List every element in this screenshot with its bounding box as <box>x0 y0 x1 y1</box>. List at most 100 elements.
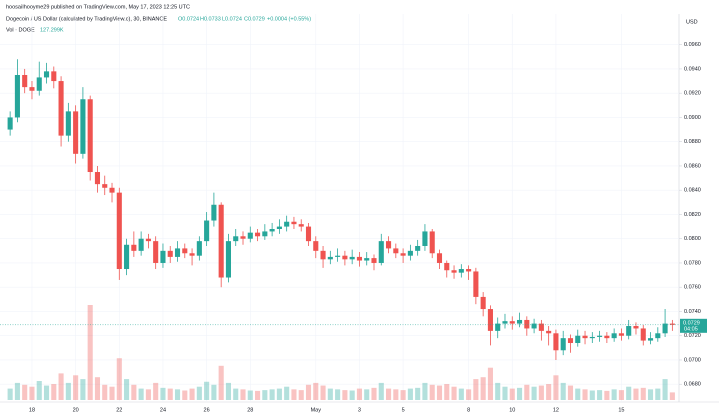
candle-body <box>313 241 319 251</box>
candle-body <box>218 204 224 278</box>
volume-bar <box>225 382 232 400</box>
candle-body <box>80 99 86 154</box>
volume-bar <box>371 387 377 400</box>
x-tick-label: 12 <box>553 407 559 413</box>
y-tick-label: 0.0840 <box>684 188 701 194</box>
candle-body <box>349 256 355 260</box>
volume-layer <box>7 305 675 400</box>
candle-body <box>582 335 588 339</box>
y-tick-label: 0.0700 <box>684 357 701 363</box>
candle-body <box>640 328 646 341</box>
candle-body <box>124 244 130 270</box>
candle-body <box>262 231 268 237</box>
y-axis-unit: USD <box>686 19 698 25</box>
volume-bar <box>575 388 581 400</box>
x-tick-label: 15 <box>618 407 624 413</box>
candle-body <box>51 71 57 82</box>
volume-bar <box>262 390 268 400</box>
volume-bar <box>109 386 115 400</box>
x-tick-label: 24 <box>160 407 166 413</box>
candle-body <box>204 220 210 242</box>
x-tick-label: 10 <box>509 407 515 413</box>
volume-bar <box>51 384 57 400</box>
volume-bar <box>320 385 326 400</box>
volume-bar <box>582 389 588 400</box>
volume-bar <box>458 388 464 400</box>
candle-body <box>255 232 261 237</box>
candle-body <box>487 309 493 331</box>
volume-bar <box>218 365 224 400</box>
candle-body <box>291 221 297 225</box>
candle-body <box>102 184 108 188</box>
candle-body <box>167 250 173 257</box>
candle-body <box>655 333 661 339</box>
candle-body <box>444 262 450 271</box>
volume-bar <box>124 379 130 400</box>
candle-body <box>393 248 399 254</box>
candle-body <box>429 231 435 254</box>
x-tick-label: 18 <box>29 407 35 413</box>
candle-body <box>502 321 508 324</box>
volume-value: 127.299K <box>40 27 64 33</box>
y-tick-label: 0.0860 <box>684 163 701 169</box>
volume-bar <box>80 379 86 400</box>
candle-body <box>371 258 377 263</box>
volume-bar <box>604 390 610 400</box>
volume-bar <box>73 375 79 400</box>
volume-bar <box>349 390 355 400</box>
volume-bar <box>473 379 479 400</box>
y-tick-label: 0.0820 <box>684 212 701 218</box>
candle-body <box>531 323 537 329</box>
volume-bar <box>240 389 246 400</box>
candle-body <box>669 323 675 325</box>
candle-body <box>597 335 603 337</box>
candle-body <box>116 192 122 270</box>
candle-body <box>22 74 28 88</box>
volume-bar <box>43 385 50 400</box>
volume-bar <box>415 387 421 400</box>
y-tick-label: 0.0720 <box>684 333 701 339</box>
volume-bar <box>611 389 617 400</box>
volume-bar <box>400 390 406 400</box>
candle-body <box>458 269 464 273</box>
candle-body <box>604 335 610 339</box>
candle-body <box>145 238 151 242</box>
volume-bar <box>233 388 239 400</box>
candle-body <box>633 326 639 329</box>
volume-bar <box>94 377 101 400</box>
candle-body <box>182 248 188 254</box>
candle-body <box>364 258 370 261</box>
volume-bar <box>138 388 144 400</box>
candle-layer <box>7 59 675 360</box>
candle-body <box>29 87 35 91</box>
volume-bar <box>131 384 137 400</box>
y-tick-label: 0.0760 <box>684 285 701 291</box>
y-tick-label: 0.0800 <box>684 236 701 242</box>
volume-bar <box>160 387 166 400</box>
volume-bar <box>589 390 595 400</box>
volume-bar <box>247 390 253 400</box>
volume-bar <box>618 390 624 400</box>
y-tick-label: 0.0900 <box>684 115 701 121</box>
volume-bar <box>436 385 443 400</box>
candle-body <box>436 253 443 263</box>
volume-bar <box>204 381 210 400</box>
volume-bar <box>495 382 501 400</box>
candle-body <box>378 241 384 263</box>
candle-body <box>647 338 654 341</box>
candle-body <box>174 248 181 257</box>
volume-bar <box>196 386 202 400</box>
volume-bar <box>102 384 108 400</box>
candle-body <box>589 336 595 339</box>
volume-bar <box>65 382 71 400</box>
x-tick-label: 22 <box>116 407 122 413</box>
candle-body <box>276 226 282 230</box>
candle-body <box>327 256 333 260</box>
volume-bar <box>342 390 348 400</box>
symbol-title: Dogecoin / US Dollar (calculated by Trad… <box>6 16 167 22</box>
candle-body <box>233 236 239 242</box>
volume-bar <box>211 384 217 400</box>
candle-body <box>342 255 348 260</box>
candle-body <box>73 111 79 154</box>
